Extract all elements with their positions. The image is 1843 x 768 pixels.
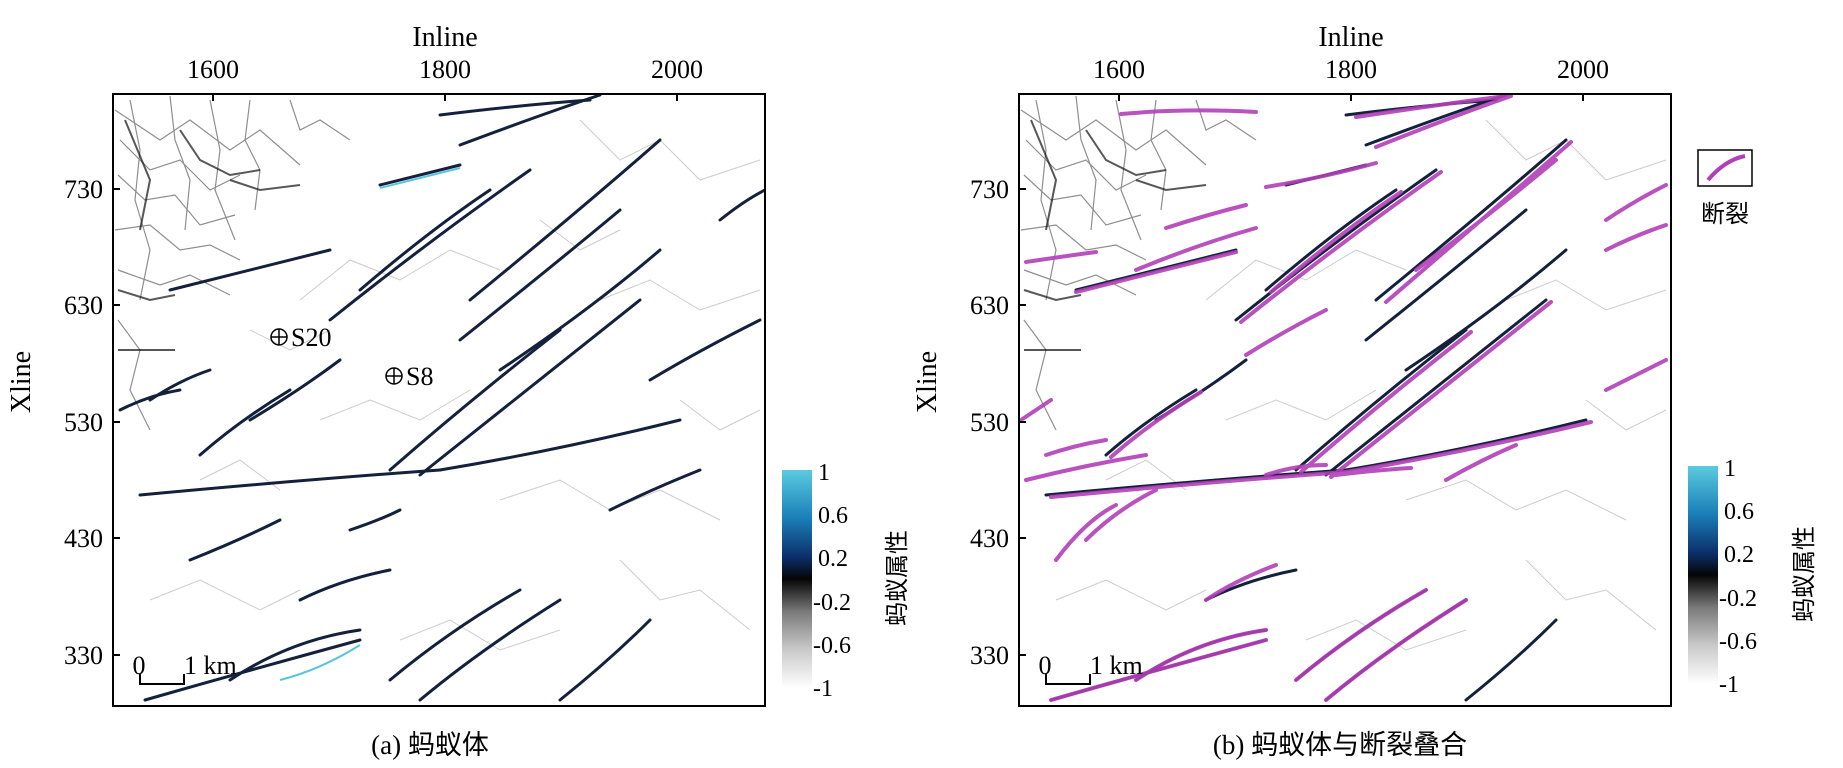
- colorbar-tick: 1: [1724, 456, 1736, 482]
- well-label: S20: [291, 323, 331, 352]
- y-tick-label: 530: [970, 408, 1009, 437]
- colorbar-tick: -0.2: [1719, 586, 1757, 612]
- scale-bar-end: 1 km: [1090, 651, 1143, 680]
- colorbar-gradient: [782, 470, 812, 688]
- colorbar-title: 蚂蚁属性: [1790, 526, 1818, 622]
- x-tick-label: 2000: [1557, 55, 1609, 84]
- well-label: S8: [406, 362, 433, 391]
- fault-interpretations: [1019, 94, 1668, 702]
- well-marker-s8: S8: [385, 362, 433, 391]
- x-tick-label: 1800: [419, 55, 471, 84]
- panel-caption: (b) 蚂蚁体与断裂叠合: [1213, 730, 1467, 760]
- y-tick-label: 530: [64, 408, 103, 437]
- panel-a: Inline 1600 1800 2000 Xline 730 630 530 …: [6, 22, 911, 760]
- scale-bar-start: 0: [133, 651, 146, 680]
- plot-frame: [1018, 93, 1672, 707]
- colorbar: 1 0.6 0.2 -0.2 -0.6 -1 蚂蚁属性: [1688, 456, 1818, 698]
- y-axis-title: Xline: [912, 351, 943, 413]
- x-tick-label: 1600: [1093, 55, 1145, 84]
- ant-fault-overlay-map: 0 1 km: [1019, 94, 1671, 706]
- y-tick-label: 730: [970, 175, 1009, 204]
- x-tick-label: 1600: [187, 55, 239, 84]
- y-tick-label: 330: [64, 641, 103, 670]
- y-tick-label: 330: [970, 641, 1009, 670]
- colorbar: 1 0.6 0.2 -0.2 -0.6 -1 蚂蚁属性: [782, 460, 911, 702]
- y-axis-title: Xline: [6, 351, 37, 413]
- colorbar-tick: -0.2: [813, 590, 851, 616]
- y-tick-label: 630: [970, 291, 1009, 320]
- legend: 断裂: [1697, 149, 1753, 228]
- legend-fault-symbol: [1706, 154, 1746, 182]
- colorbar-tick: -1: [1719, 672, 1739, 698]
- ant-attribute-map: S20 S8 0 1 km: [113, 94, 765, 706]
- scale-bar-start: 0: [1039, 651, 1052, 680]
- colorbar-title: 蚂蚁属性: [883, 530, 911, 626]
- colorbar-tick: -1: [813, 676, 833, 702]
- colorbar-tick: 0.2: [1724, 542, 1754, 568]
- y-tick-label: 630: [64, 291, 103, 320]
- x-axis-title: Inline: [412, 22, 477, 53]
- colorbar-tick: -0.6: [813, 633, 851, 659]
- well-marker-s20: S20: [270, 323, 331, 352]
- y-tick-label: 430: [970, 524, 1009, 553]
- scale-bar: 0 1 km: [1039, 651, 1143, 685]
- colorbar-tick: 0.6: [818, 503, 848, 529]
- y-tick-label: 430: [64, 524, 103, 553]
- colorbar-gradient: [1688, 466, 1718, 684]
- scale-bar: 0 1 km: [133, 651, 237, 685]
- x-tick-label: 1800: [1325, 55, 1377, 84]
- colorbar-tick: 1: [818, 460, 830, 486]
- panel-b: Inline 1600 1800 2000 Xline 730 630 530 …: [912, 22, 1818, 760]
- plot-frame: [112, 93, 766, 707]
- colorbar-tick: 0.2: [818, 546, 848, 572]
- colorbar-tick: 0.6: [1724, 499, 1754, 525]
- legend-label: 断裂: [1701, 200, 1749, 228]
- panel-caption: (a) 蚂蚁体: [371, 730, 489, 760]
- y-tick-label: 730: [64, 175, 103, 204]
- x-axis-title: Inline: [1318, 22, 1383, 53]
- colorbar-tick: -0.6: [1719, 629, 1757, 655]
- scale-bar-end: 1 km: [184, 651, 237, 680]
- x-tick-label: 2000: [651, 55, 703, 84]
